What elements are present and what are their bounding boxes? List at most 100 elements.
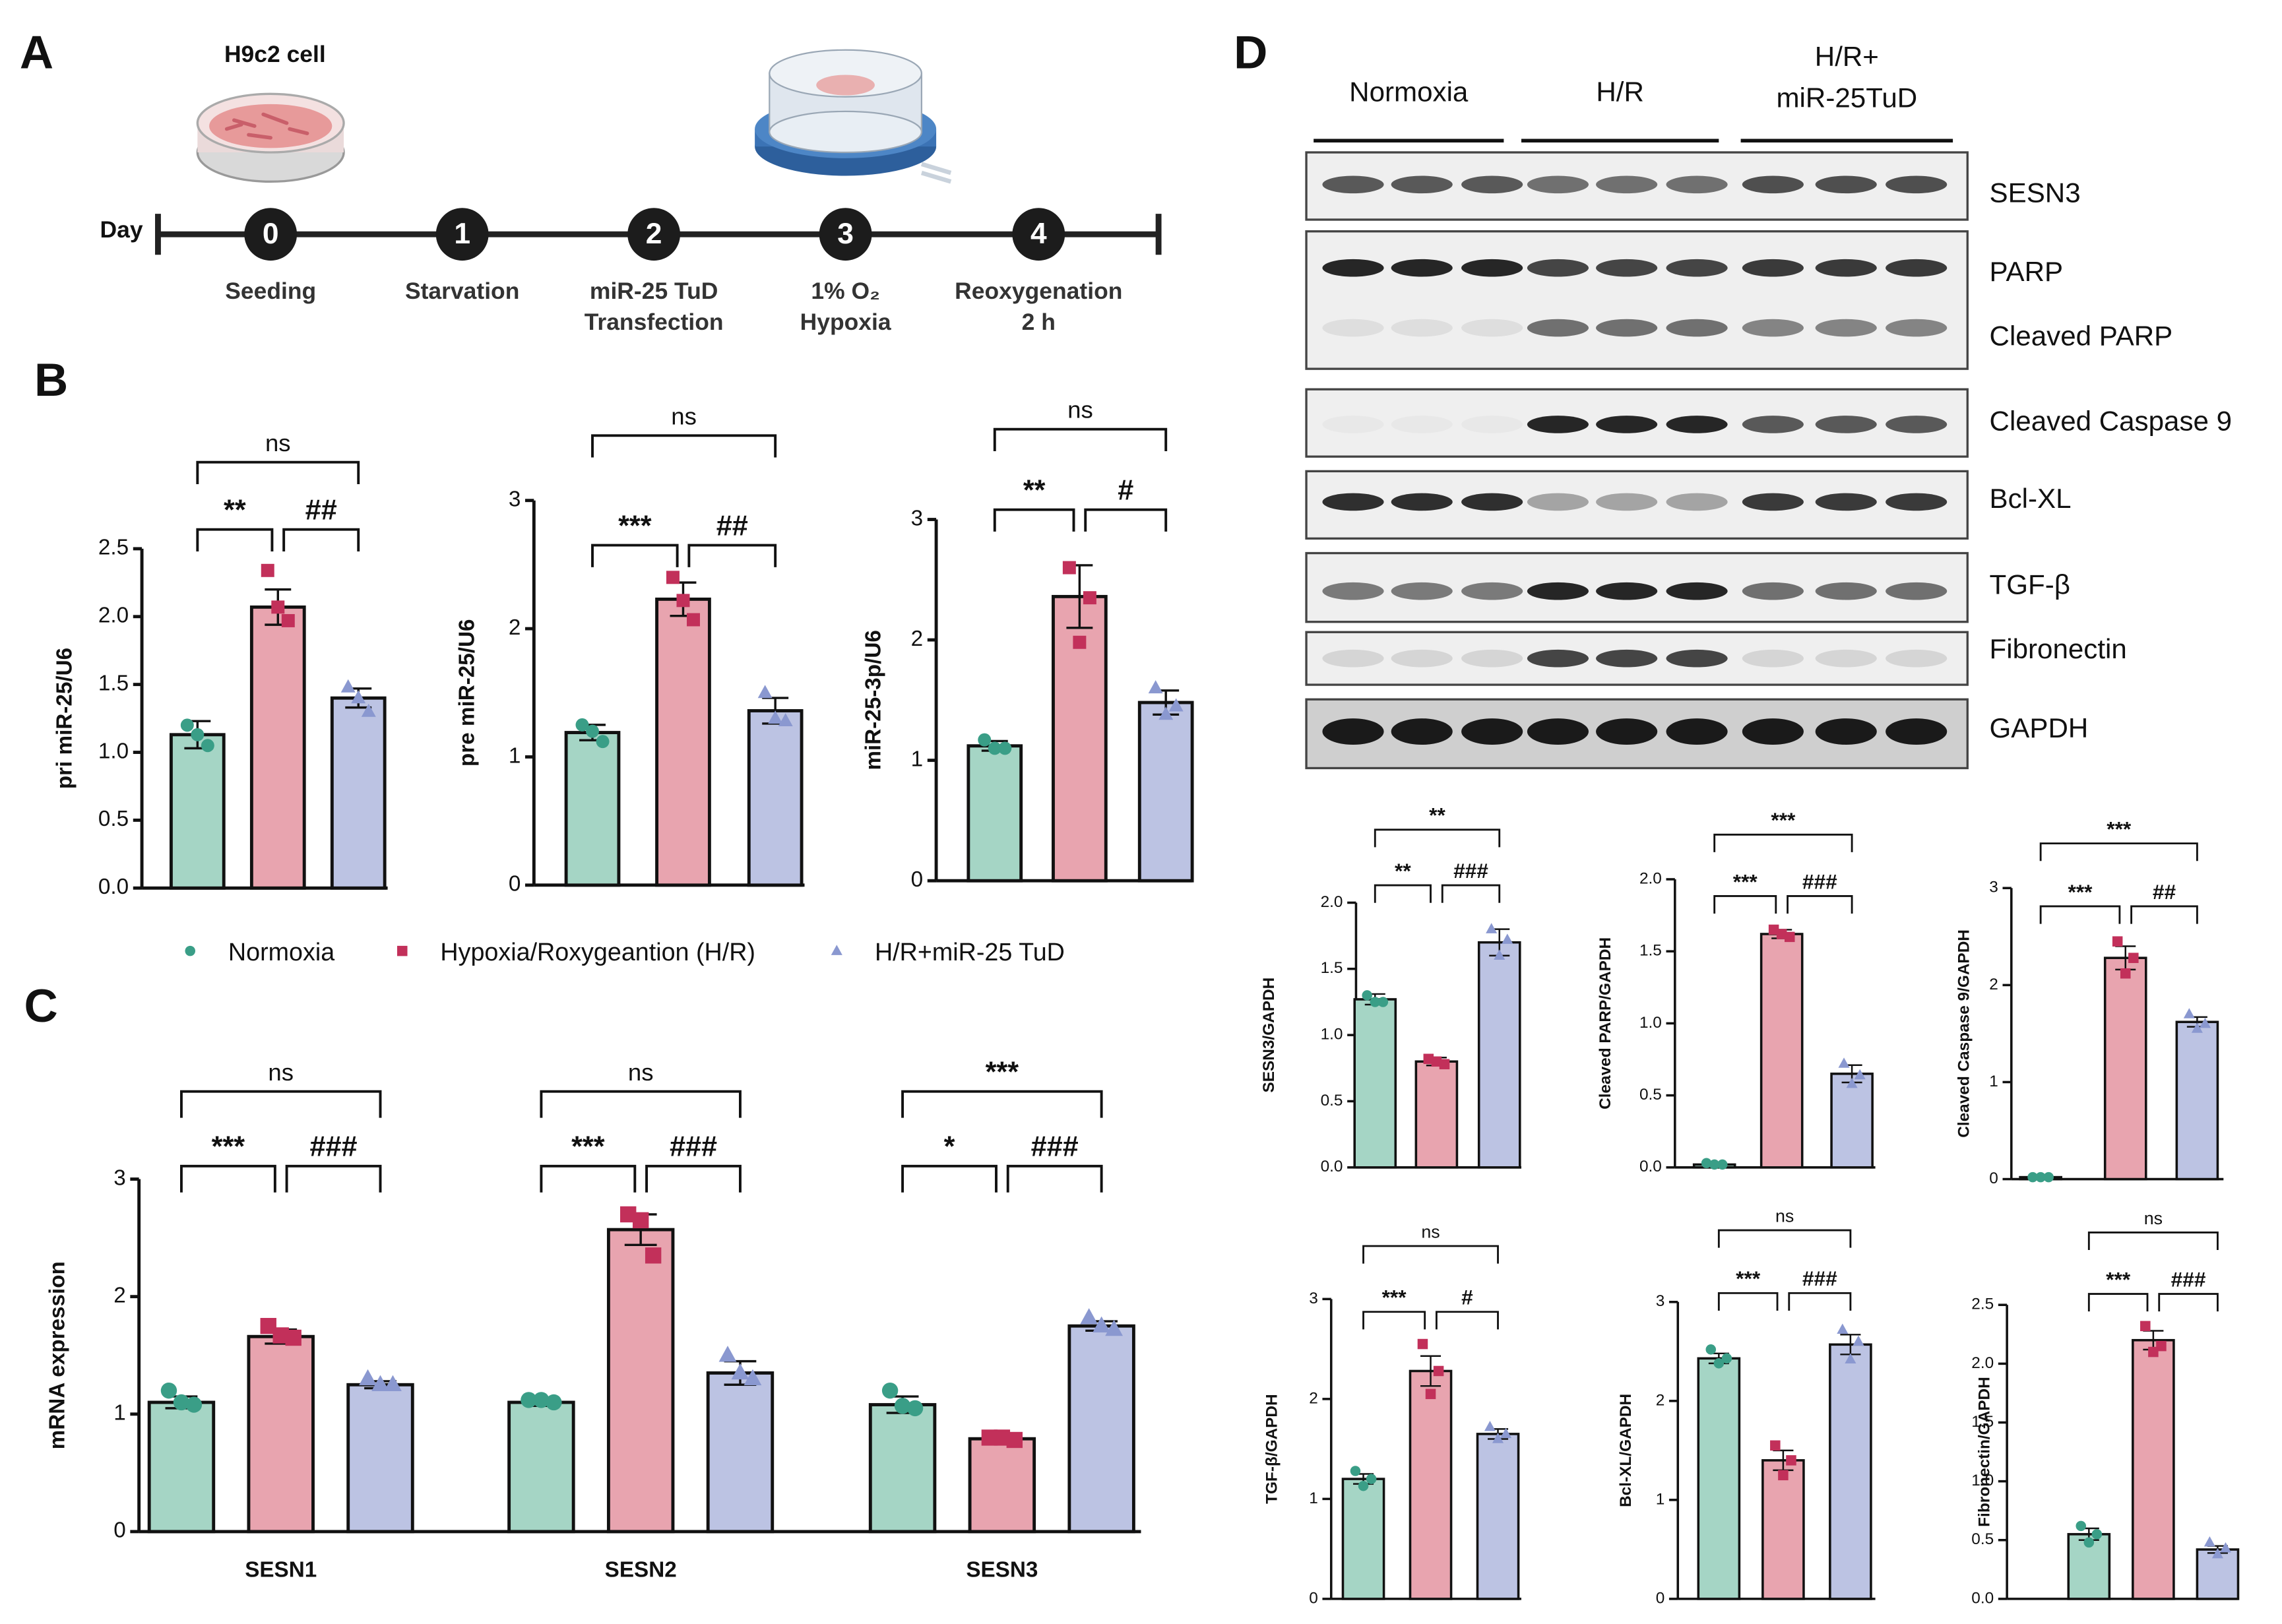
bar — [507, 1400, 575, 1534]
y-tick-label: 0 — [113, 1518, 126, 1543]
hypoxia-chamber — [755, 49, 952, 184]
data-point — [1080, 1308, 1098, 1325]
data-point — [1492, 1433, 1504, 1443]
data-point — [185, 1396, 203, 1413]
y-tick-label: 1 — [911, 747, 923, 771]
data-point — [1776, 929, 1787, 939]
y-tick-label: 0 — [911, 867, 923, 892]
bar — [2175, 1020, 2219, 1181]
data-point — [1431, 1056, 1442, 1067]
blot-band — [1666, 582, 1728, 600]
significance-label: ### — [1453, 859, 1488, 883]
significance-bracket — [1374, 828, 1501, 848]
data-point — [191, 728, 205, 741]
legend-marker — [185, 945, 196, 956]
data-point — [2140, 1321, 2151, 1332]
y-tick-label: 1 — [509, 743, 521, 768]
data-point — [718, 1346, 737, 1362]
y-tick-label: 2.0 — [1971, 1354, 1994, 1372]
significance-label: *** — [2107, 817, 2132, 840]
blot-band — [1527, 319, 1589, 337]
data-point — [1846, 1077, 1858, 1088]
blot-band — [1886, 493, 1948, 511]
blot-group-label: miR-25TuD — [1776, 82, 1917, 113]
y-tick-label: 0 — [509, 872, 521, 896]
data-point — [586, 724, 599, 738]
blot-band — [1742, 718, 1804, 745]
y-axis-label: mRNA expression — [45, 1261, 69, 1449]
data-point — [881, 1382, 899, 1399]
significance-label: *** — [1733, 869, 1758, 893]
blot-band — [1322, 493, 1384, 511]
data-point — [261, 563, 274, 577]
blot-band — [1886, 175, 1948, 194]
x-tick-label: SESN2 — [605, 1558, 677, 1582]
blot-band — [1596, 493, 1658, 511]
blot-band — [1461, 416, 1523, 433]
bar — [1759, 933, 1804, 1169]
blot-band — [1886, 718, 1948, 745]
significance-label: ### — [1802, 1266, 1837, 1290]
data-point — [575, 718, 589, 732]
data-point — [894, 1398, 911, 1414]
significance-bracket — [1788, 1292, 1852, 1311]
data-point — [1713, 1358, 1725, 1369]
blot-label: SESN3 — [1990, 177, 2081, 208]
blot-band — [1815, 259, 1877, 277]
y-axis-label: TGF-β/GAPDH — [1263, 1394, 1281, 1504]
y-tick-label: 0.0 — [1321, 1158, 1343, 1175]
data-point — [201, 739, 214, 753]
blot-band — [1596, 175, 1658, 194]
step-label: Transfection — [585, 309, 724, 335]
blot-band — [1666, 416, 1728, 433]
y-tick-label: 1.0 — [98, 739, 129, 763]
data-point — [978, 733, 992, 747]
significance-bracket — [1717, 1229, 1852, 1248]
significance-bracket — [1362, 1311, 1426, 1330]
significance-bracket — [1006, 1164, 1103, 1193]
y-axis-label: pri miR-25/U6 — [53, 648, 77, 789]
blot-band — [1596, 259, 1658, 277]
bar — [967, 744, 1023, 883]
data-point — [1370, 997, 1381, 1007]
data-point — [1845, 1353, 1856, 1364]
data-point — [1705, 1344, 1717, 1355]
y-tick-label: 1.5 — [98, 671, 129, 695]
blot-label: Cleaved Caspase 9 — [1990, 405, 2233, 436]
significance-label: ** — [1429, 803, 1445, 827]
day-number: 3 — [837, 218, 854, 250]
bar — [1477, 941, 1521, 1169]
blot-band — [1596, 582, 1658, 600]
step-label: 1% O₂ — [811, 278, 879, 304]
data-point — [173, 1394, 190, 1411]
significance-bracket — [645, 1164, 742, 1193]
blot-band — [1815, 493, 1877, 511]
blot-band — [1527, 175, 1589, 194]
data-point — [1158, 706, 1174, 720]
data-point — [384, 1375, 402, 1392]
data-point — [1358, 1480, 1369, 1491]
y-tick-label: 0.0 — [98, 875, 129, 899]
legend-label: Normoxia — [228, 938, 334, 966]
blot-band — [1391, 416, 1453, 433]
significance-label: ns — [1067, 396, 1093, 423]
y-tick-label: 1.0 — [1971, 1472, 1994, 1489]
significance-bracket — [901, 1164, 998, 1193]
y-tick-label: 3 — [1309, 1290, 1318, 1307]
blot-band — [1666, 175, 1728, 194]
blot-band — [1322, 582, 1384, 600]
data-point — [1717, 1159, 1728, 1170]
data-point — [744, 1369, 762, 1386]
blot-band — [1886, 259, 1948, 277]
cell-label: H9c2 cell — [224, 41, 326, 67]
data-point — [271, 600, 285, 614]
data-point — [998, 741, 1012, 755]
significance-label: ns — [2144, 1208, 2163, 1228]
blot-band — [1666, 493, 1728, 511]
blot-band — [1322, 718, 1384, 745]
data-point — [666, 571, 680, 584]
significance-label: ### — [1802, 869, 1837, 893]
petri-dish — [196, 92, 345, 183]
significance-bracket — [1713, 833, 1853, 852]
y-tick-label: 1.5 — [1321, 959, 1343, 977]
